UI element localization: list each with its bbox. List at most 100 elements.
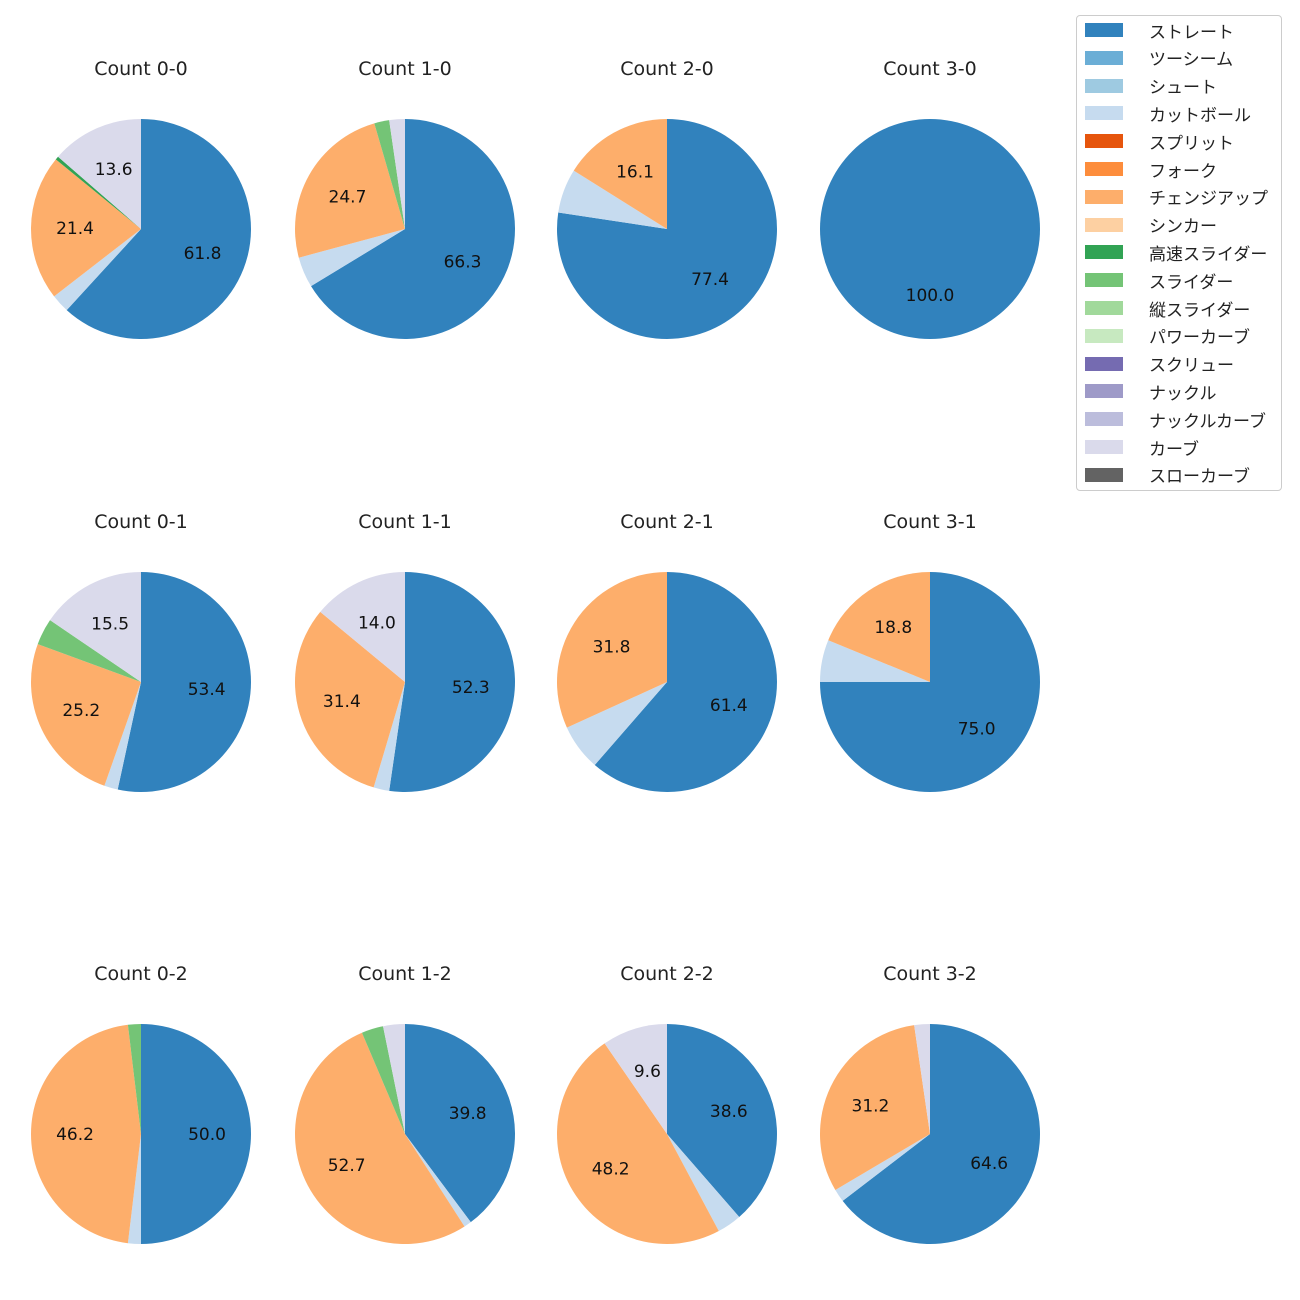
pie-slice [55, 156, 141, 229]
pie-value-label: 13.6 [95, 160, 133, 180]
pie-value-label: 48.2 [592, 1159, 630, 1179]
legend-item: スクリュー [1085, 354, 1234, 377]
pie-slice [104, 682, 141, 790]
legend-item: ナックルカーブ [1085, 409, 1266, 432]
pie-slice [50, 572, 142, 682]
pie-slice [558, 170, 667, 229]
pie-value-label: 31.4 [323, 692, 361, 712]
legend-label: スクリュー [1149, 356, 1234, 377]
pie-value-label: 53.4 [188, 680, 226, 700]
legend-label: シュート [1149, 78, 1217, 99]
pie-slice [54, 229, 141, 311]
pie-slice [573, 119, 667, 229]
pie-slice [914, 1024, 930, 1134]
pie-slice [820, 640, 930, 682]
legend-swatch [1085, 134, 1123, 149]
legend-swatch [1085, 301, 1123, 315]
legend-swatch [1085, 217, 1123, 232]
legend-item: スローカーブ [1085, 465, 1250, 488]
pie-value-label: 46.2 [56, 1125, 94, 1145]
pie-slice [127, 1134, 141, 1244]
pie-value-label: 24.7 [329, 188, 367, 208]
legend-swatch [1085, 384, 1123, 399]
legend-item: チェンジアップ [1085, 187, 1268, 210]
pie-slice [405, 1134, 471, 1227]
pie-value-label: 64.6 [970, 1154, 1008, 1174]
legend-label: 縦スライダー [1149, 300, 1251, 321]
legend-label: カーブ [1149, 439, 1199, 460]
legend-item: スライダー [1085, 270, 1234, 293]
legend-item: シュート [1085, 76, 1217, 99]
pie-slice [556, 1043, 719, 1244]
legend-item: ツーシーム [1085, 48, 1234, 71]
pie-value-label: 31.8 [593, 637, 631, 657]
pie-slice [127, 1024, 141, 1134]
legend-label: フォーク [1149, 161, 1217, 182]
legend-swatch [1085, 23, 1123, 37]
legend-label: 高速スライダー [1149, 244, 1268, 265]
pie-slice [37, 620, 142, 682]
legend-item: 高速スライダー [1085, 242, 1268, 265]
legend-swatch [1085, 467, 1123, 482]
legend-swatch [1085, 273, 1123, 288]
legend-item: シンカー [1085, 215, 1217, 238]
pie-slice [405, 1024, 515, 1223]
legend-label: ツーシーム [1149, 50, 1234, 71]
pie-slice [389, 119, 405, 229]
legend-label: チェンジアップ [1149, 189, 1268, 210]
legend-swatch [1085, 328, 1123, 343]
legend-label: スローカーブ [1149, 467, 1250, 488]
chart-title: Count 2-2 [620, 963, 714, 985]
pie-slice [295, 611, 405, 788]
chart-title: Count 0-2 [94, 963, 188, 985]
pie-slice [667, 1024, 777, 1217]
legend-item: スプリット [1085, 131, 1234, 154]
pie-slice [604, 1024, 667, 1134]
pie-value-label: 52.3 [452, 678, 490, 698]
pie-slice [842, 1024, 1040, 1244]
pie-value-label: 52.7 [328, 1156, 366, 1176]
pie-slice [58, 119, 141, 229]
pie-value-label: 18.8 [874, 618, 912, 638]
pie-value-label: 15.5 [91, 615, 129, 635]
pie-slice [311, 119, 515, 339]
legend-swatch [1085, 440, 1123, 454]
legend: ストレートツーシームシュートカットボールスプリットフォークチェンジアップ シンカー… [1076, 15, 1282, 491]
legend-item: ナックル [1085, 381, 1217, 404]
legend-swatch [1085, 245, 1123, 260]
legend-swatch [1085, 50, 1123, 65]
legend-label: ストレート [1149, 22, 1234, 43]
legend-label: スライダー [1149, 272, 1234, 293]
pie-slice [294, 123, 405, 258]
legend-item: ストレート [1085, 20, 1234, 43]
legend-swatch [1085, 356, 1123, 371]
pie-slice [594, 572, 777, 793]
legend-swatch [1085, 162, 1123, 176]
legend-item: パワーカーブ [1085, 326, 1250, 349]
pie-slice [389, 572, 515, 792]
pie-slice [320, 572, 405, 682]
legend-label: カットボール [1149, 105, 1251, 126]
pie-value-label: 61.4 [710, 696, 748, 716]
pie-value-label: 38.6 [710, 1102, 748, 1122]
legend-label: パワーカーブ [1149, 328, 1250, 349]
legend-swatch [1085, 189, 1123, 204]
pie-value-label: 14.0 [358, 613, 396, 633]
chart-title: Count 0-0 [94, 58, 188, 80]
legend-label: ナックル [1149, 383, 1217, 404]
legend-label: シンカー [1149, 217, 1217, 238]
chart-title: Count 3-0 [883, 58, 977, 80]
pie-value-label: 39.8 [449, 1104, 487, 1124]
pie-slice [298, 229, 405, 287]
pie-slice [819, 1025, 930, 1190]
pie-value-label: 77.4 [691, 270, 729, 290]
chart-title: Count 1-2 [358, 963, 452, 985]
pie-slice [820, 119, 1040, 339]
pie-slice [361, 1026, 405, 1134]
pie-value-label: 25.2 [62, 701, 100, 721]
pie-slice [835, 1134, 930, 1201]
pie-slice [383, 1024, 405, 1134]
pie-value-label: 9.6 [634, 1062, 661, 1082]
pie-value-label: 75.0 [958, 720, 996, 740]
